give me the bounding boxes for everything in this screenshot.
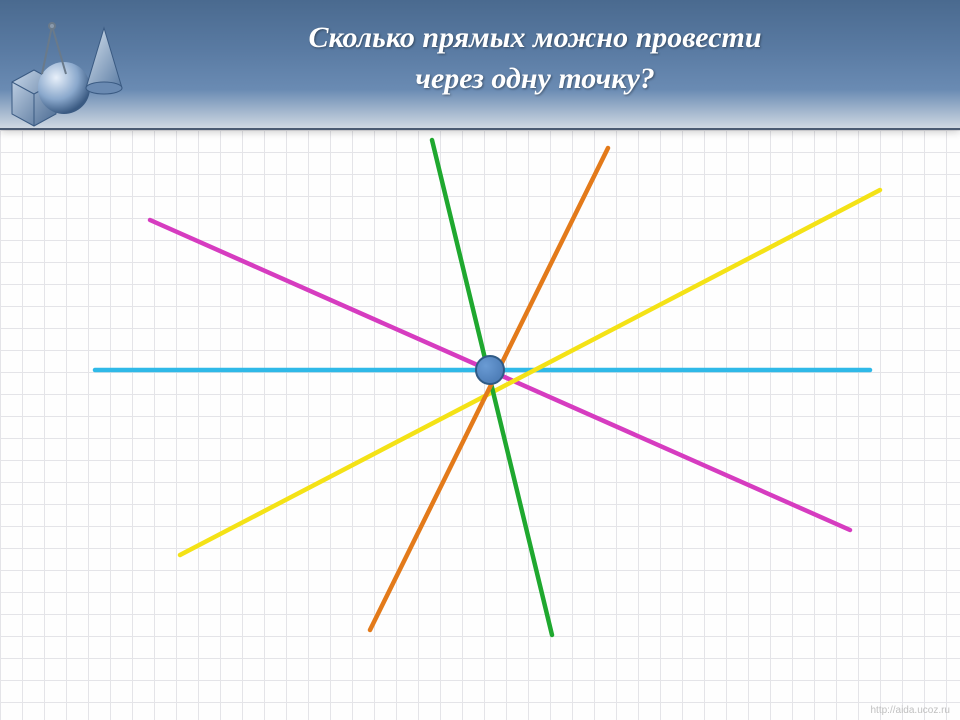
logo-3d-shapes	[8, 10, 128, 130]
title-line-2: через одну точку?	[130, 59, 940, 100]
intersection-point	[476, 356, 504, 384]
line-orange-steep	[370, 148, 608, 630]
slide-title: Сколько прямых можно провести через одну…	[130, 18, 940, 99]
footer-url: http://aida.ucoz.ru	[871, 705, 951, 716]
lines-diagram	[0, 130, 960, 720]
slide: Сколько прямых можно провести через одну…	[0, 0, 960, 720]
line-yellow-diagonal	[180, 190, 880, 555]
title-line-1: Сколько прямых можно провести	[130, 18, 940, 59]
